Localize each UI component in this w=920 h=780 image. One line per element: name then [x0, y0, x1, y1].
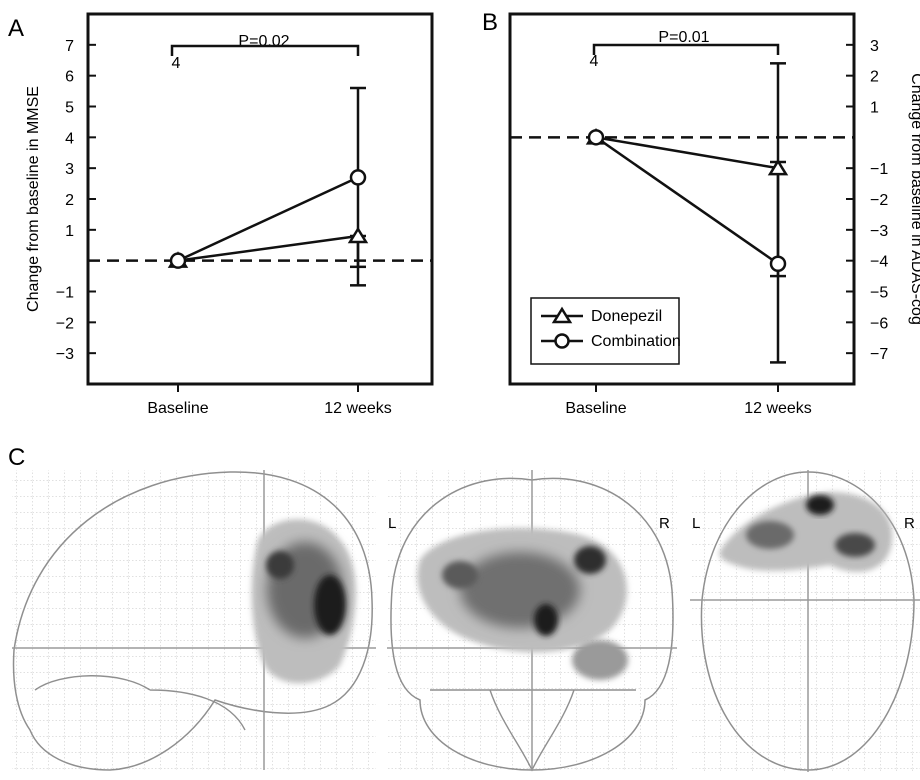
panel-label-c: C: [8, 444, 25, 471]
chart-b-ytick-label: −5: [870, 285, 888, 302]
sagittal-cerebellum: [34, 675, 246, 731]
chart-a-point-donepezil: [347, 226, 369, 244]
chart-b-point-donepezil: [767, 158, 789, 176]
chart-b-ytick-label: −4: [870, 254, 888, 271]
brain-panel: L R L R: [12, 470, 920, 772]
chart-a-ytick-label: 6: [65, 69, 74, 86]
chart-a-ytick-label: 7: [65, 38, 74, 55]
chart-a-line-donepezil: [177, 234, 359, 262]
chart-a-significance: P=0.02: [238, 33, 289, 50]
chart-a-xtick-12weeks: 12 weeks: [324, 400, 392, 417]
chart-b: Change from baseline in ADAS-cog P=0.01 …: [508, 12, 920, 392]
chart-b-ytick-label: −1: [870, 161, 888, 178]
chart-b-point-combination: [769, 255, 787, 272]
chart-b-point-combination: [587, 129, 605, 146]
brain-axial-view: L R: [690, 470, 920, 772]
chart-a-ytick-label: −3: [56, 346, 74, 363]
legend-combination-label: Combination: [591, 333, 681, 350]
coronal-left-label: L: [388, 515, 396, 532]
sagittal-outline: [12, 471, 373, 771]
chart-a-ytick-label: 3: [65, 161, 74, 178]
brain-coronal-view: L R: [387, 470, 677, 772]
legend-circle-icon: [554, 333, 570, 349]
chart-a-ytick-label: 5: [65, 100, 74, 117]
legend-triangle-icon: [551, 306, 573, 324]
chart-a-ytick-label: −1: [56, 285, 74, 302]
panel-label-b: B: [482, 9, 498, 36]
chart-a-point-combination: [169, 252, 187, 269]
chart-a-significance-bracket: [170, 44, 360, 56]
legend-donepezil-label: Donepezil: [591, 308, 662, 325]
chart-b-ytick-label: −2: [870, 192, 888, 209]
chart-b-ytick-label: 3: [870, 38, 879, 55]
sagittal-blob: [251, 519, 356, 684]
chart-b-ytick-label: −3: [870, 223, 888, 240]
chart-a-n-label: 4: [172, 55, 181, 72]
chart-b-xtick-12weeks: 12 weeks: [744, 400, 812, 417]
brain-sagittal-view: [12, 470, 376, 771]
panel-label-a: A: [8, 15, 24, 42]
chart-a-xtick-baseline: Baseline: [147, 400, 208, 417]
chart-a-ytick-label: 4: [65, 130, 74, 147]
chart-b-significance-bracket: [592, 43, 780, 55]
chart-a-point-combination: [349, 169, 367, 186]
chart-b-line-donepezil: [595, 136, 779, 170]
chart-b-ylabel: Change from baseline in ADAS-cog: [908, 73, 920, 325]
chart-a: Change from baseline in MMSE P=0.02 4 −3…: [25, 12, 434, 392]
legend-box: [530, 297, 680, 365]
chart-b-xtick-baseline: Baseline: [565, 400, 626, 417]
axial-left-label: L: [692, 515, 700, 532]
coronal-blob: [417, 528, 628, 680]
chart-a-ytick-label: 1: [65, 223, 74, 240]
chart-b-ytick-label: −7: [870, 346, 888, 363]
coronal-right-label: R: [659, 515, 670, 532]
chart-b-n-label: 4: [590, 53, 599, 70]
chart-a-line-combination: [177, 176, 359, 262]
axial-right-label: R: [904, 515, 915, 532]
chart-a-ylabel: Change from baseline in MMSE: [25, 86, 42, 312]
chart-b-ytick-label: 2: [870, 69, 879, 86]
chart-b-legend: Donepezil Combination: [530, 297, 681, 365]
chart-b-line-combination: [595, 136, 779, 265]
chart-a-ytick-label: −2: [56, 315, 74, 332]
chart-a-ytick-label: 2: [65, 192, 74, 209]
chart-b-ytick-label: −6: [870, 315, 888, 332]
chart-a-frame: [86, 12, 434, 386]
chart-b-ytick-label: 1: [870, 100, 879, 117]
chart-b-significance: P=0.01: [658, 29, 709, 46]
axial-blob: [719, 492, 893, 572]
